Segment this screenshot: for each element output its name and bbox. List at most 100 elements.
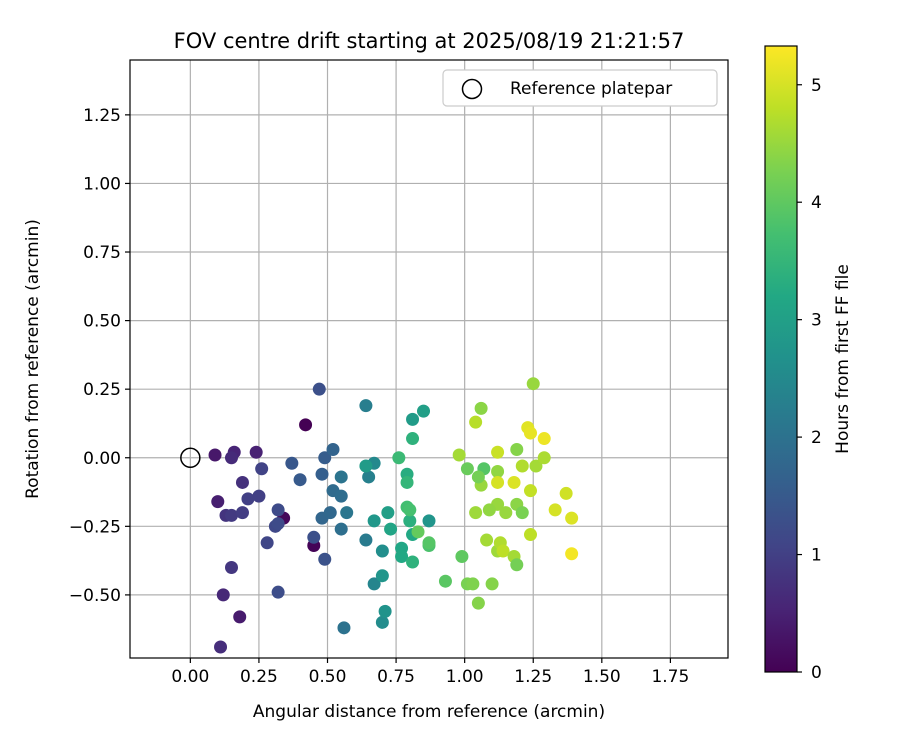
data-point [400,475,414,489]
data-point [406,432,420,446]
colorbar-tick-label: 4 [811,193,822,213]
colorbar-tick-label: 1 [811,546,822,566]
data-point [406,412,420,426]
data-point [299,418,313,432]
data-point [285,456,299,470]
data-point [523,426,537,440]
legend: Reference platepar [442,69,718,107]
data-point [260,536,274,550]
y-tick-label: 1.25 [83,106,121,126]
data-point [318,451,332,465]
data-point [384,522,398,536]
data-point [392,451,406,465]
data-point [537,451,551,465]
reference-marker-layer [180,447,201,469]
data-point [491,464,505,478]
data-point [455,550,469,564]
data-point [271,517,285,531]
data-point [334,522,348,536]
data-point [362,470,376,484]
data-point [359,399,373,413]
data-point [523,528,537,542]
data-point [216,588,230,602]
data-point [224,508,238,522]
data-point [491,475,505,489]
data-point [315,467,329,481]
y-tick-label: 0.75 [83,243,121,263]
data-point [334,489,348,503]
data-point [471,596,485,610]
x-tick-label: 1.25 [514,667,552,687]
data-point [241,492,255,506]
data-point [507,475,521,489]
y-axis-ticks: −0.50 −0.25 0.00 0.25 0.50 0.75 1.00 1.25 [69,106,130,606]
y-tick-label: 0.50 [83,312,121,332]
data-point [208,448,222,462]
data-point [340,506,354,520]
data-point [515,459,529,473]
data-point [496,544,510,558]
data-point [271,585,285,599]
y-tick-label: −0.50 [69,586,121,606]
data-point [334,470,348,484]
data-point [510,558,524,572]
data-point [523,484,537,498]
data-point [375,615,389,629]
data-point [312,382,326,396]
data-point [395,550,409,564]
reference-marker [180,447,201,469]
x-tick-label: 1.50 [583,667,621,687]
colorbar-gradient [764,45,798,673]
data-point [323,506,337,520]
x-axis-label: Angular distance from reference (arcmin) [253,702,605,722]
data-point [526,377,540,391]
data-point [417,404,431,418]
colorbar-tick-label: 3 [811,311,822,331]
data-point [224,560,238,574]
data-point [233,610,247,624]
data-point [438,574,452,588]
data-point [485,577,499,591]
y-tick-label: 1.00 [83,174,121,194]
data-point [452,448,466,462]
data-point [565,547,579,561]
x-tick-label: 1.75 [651,667,689,687]
data-point [460,462,474,476]
data-point [381,506,395,520]
data-point [491,445,505,459]
data-point [378,604,392,618]
plot-frame [129,59,729,659]
data-point [326,443,340,457]
data-point [293,473,307,487]
grid [130,60,728,658]
data-point [235,475,249,489]
data-point [367,514,381,528]
data-point [307,530,321,544]
x-tick-label: 0.25 [240,667,278,687]
data-point [499,506,513,520]
legend-reference-marker [461,78,483,100]
data-points [208,377,579,654]
data-point [422,514,436,528]
data-point [510,443,524,457]
colorbar-tick-label: 5 [811,76,822,96]
data-point [422,536,436,550]
y-tick-label: −0.25 [69,517,121,537]
data-point [375,569,389,583]
x-tick-label: 0.75 [377,667,415,687]
data-point [482,503,496,517]
data-point [255,462,269,476]
data-point [548,503,562,517]
data-point [411,525,425,539]
data-point [474,401,488,415]
data-point [271,503,285,517]
legend-box [442,69,718,107]
data-point [565,511,579,525]
data-point [252,489,266,503]
x-tick-label: 0.00 [171,667,209,687]
data-point [559,486,573,500]
x-tick-label: 1.00 [446,667,484,687]
data-point [537,432,551,446]
y-axis-label: Rotation from reference (arcmin) [23,219,43,499]
